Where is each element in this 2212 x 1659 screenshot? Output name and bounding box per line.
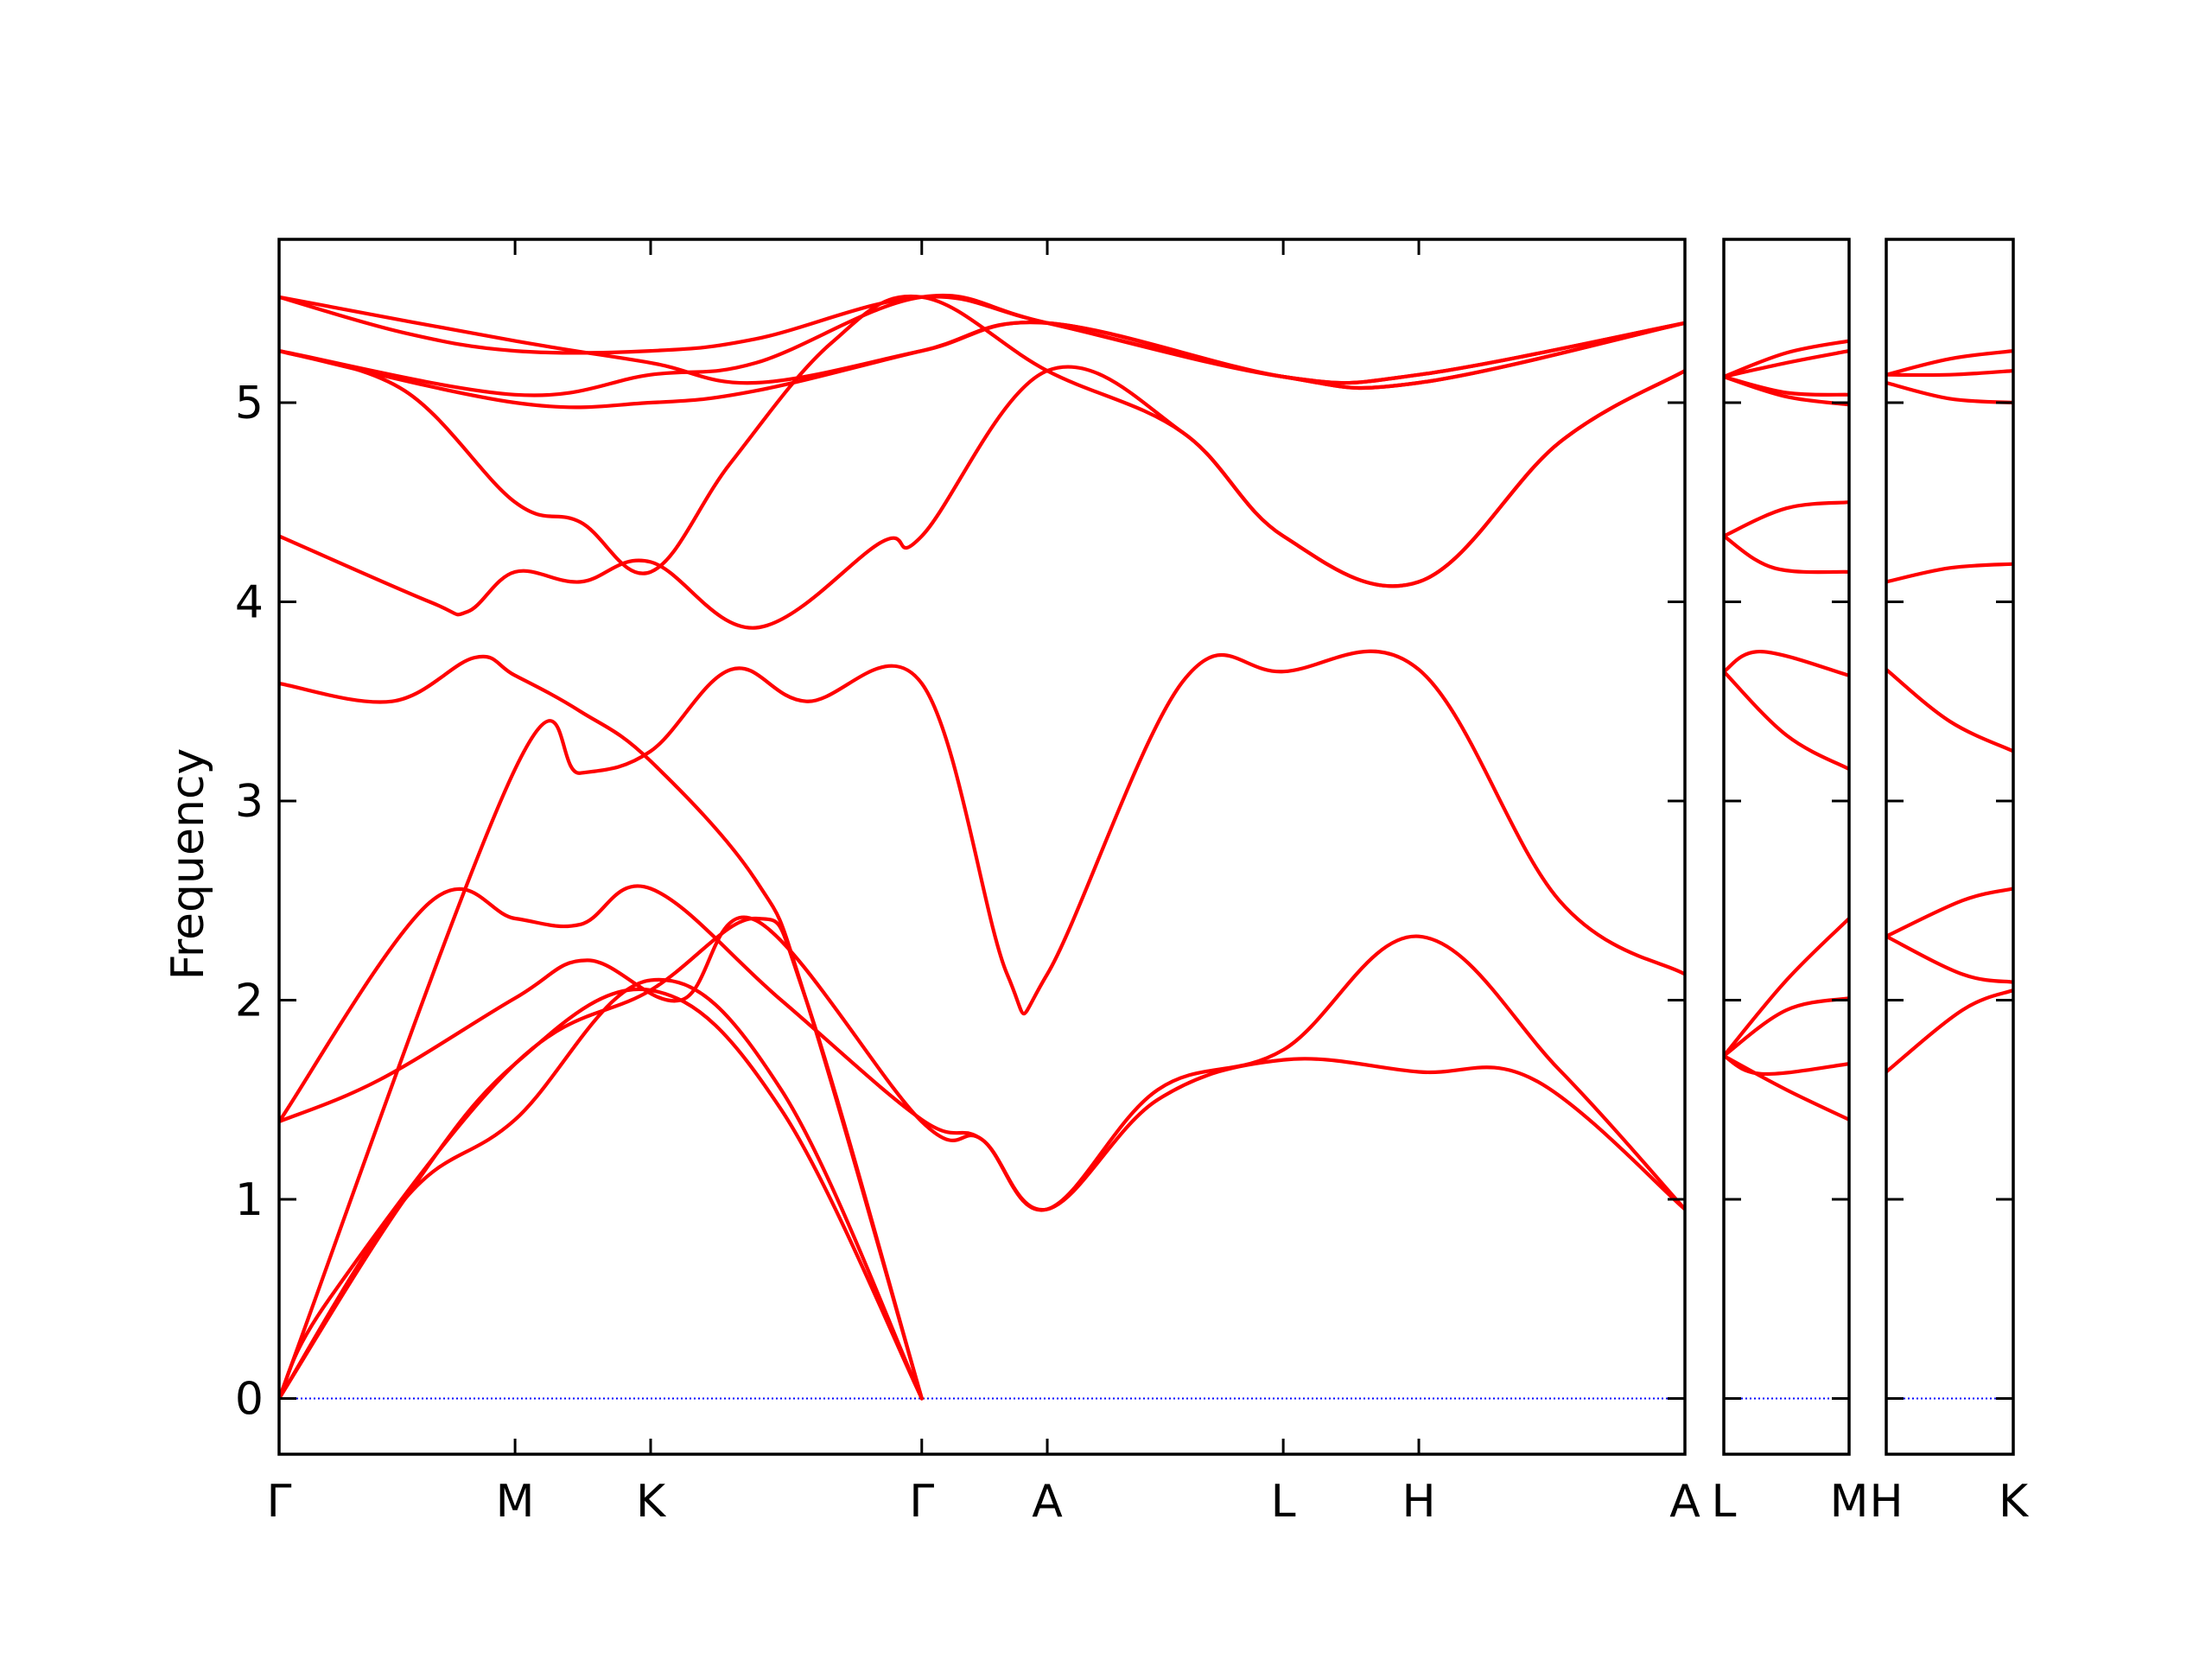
band-line: [1724, 916, 1849, 1058]
x-tick-label: L: [1271, 1476, 1296, 1528]
x-tick-label: Γ: [267, 1476, 292, 1528]
band-line: [279, 295, 1685, 385]
y-axis-label: Frequency: [162, 748, 214, 981]
panel-frame: [1722, 238, 1851, 1456]
band-line: [1886, 667, 2013, 753]
bands: [1886, 349, 2013, 1074]
y-tick-label: 2: [235, 975, 264, 1027]
band-line: [279, 365, 1685, 630]
band-line: [1724, 500, 1849, 538]
band-line: [279, 884, 1685, 1212]
x-tick-label: H: [1869, 1476, 1903, 1528]
band-line: [279, 295, 1685, 385]
band-line: [279, 293, 1685, 397]
band-line: [279, 654, 924, 1401]
bands: [279, 293, 1685, 1401]
band-line: [279, 915, 1685, 1212]
x-tick-label: H: [1402, 1476, 1435, 1528]
x-tick-label: M: [496, 1476, 535, 1528]
band-line: [1886, 887, 2013, 938]
band-line: [1724, 1053, 1849, 1077]
x-tick-label: K: [1999, 1476, 2030, 1528]
band-line: [1724, 996, 1849, 1058]
bands: [1724, 339, 1849, 1122]
panel-frame: [1885, 238, 2015, 1456]
band-line: [279, 649, 1685, 1401]
x-tick-label: L: [1712, 1476, 1737, 1528]
band-line: [279, 916, 924, 1401]
band-line: [279, 987, 924, 1401]
band-line: [1724, 349, 1849, 379]
x-tick-label: A: [1032, 1476, 1063, 1528]
panel-main: 0 1 2 3 4 5 Γ M K Γ A L H A: [235, 238, 1700, 1528]
band-line: [1886, 380, 2013, 405]
y-tick-label: 4: [235, 576, 264, 628]
band-line: [1724, 374, 1849, 397]
band-line: [1886, 369, 2013, 378]
panel-frame: [277, 238, 1687, 1456]
band-line: [1724, 534, 1849, 575]
x-tick-label: A: [1669, 1476, 1700, 1528]
band-line: [1724, 649, 1849, 677]
band-line: [1724, 339, 1849, 379]
band-line: [279, 977, 924, 1401]
y-tick-label: 1: [235, 1174, 264, 1226]
band-line: [1886, 934, 2013, 984]
y-tick-label: 0: [235, 1373, 264, 1425]
band-line: [1724, 1053, 1849, 1122]
y-tick-label: 3: [235, 776, 264, 828]
x-tick-label: K: [636, 1476, 667, 1528]
band-line: [1724, 670, 1849, 772]
y-tick-label: 5: [235, 378, 264, 429]
x-tick-label: Γ: [909, 1476, 934, 1528]
band-line: [1886, 988, 2013, 1074]
x-tick-label: M: [1830, 1476, 1869, 1528]
band-line: [1886, 562, 2013, 584]
band-line: [1886, 349, 2013, 377]
